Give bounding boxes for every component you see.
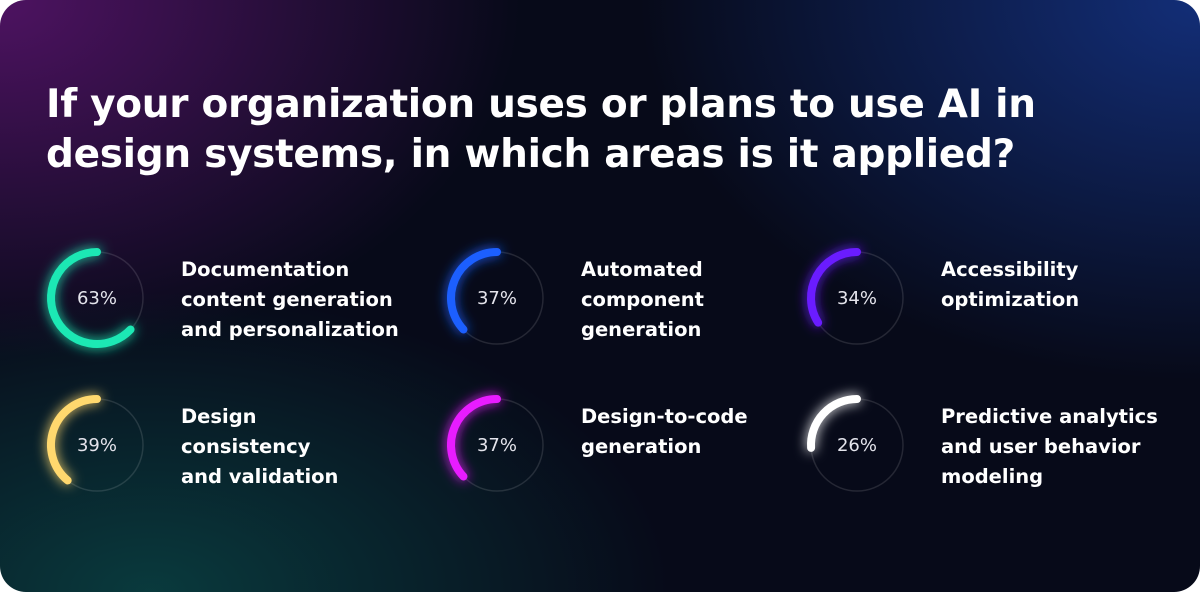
gauge-label: consistency	[181, 435, 311, 458]
gauge-label: Automated	[581, 258, 703, 281]
gauge-arc	[807, 395, 861, 452]
gauge-label: optimization	[941, 288, 1079, 311]
gauge-label: Design	[181, 405, 257, 428]
gauge-label: modeling	[941, 465, 1043, 488]
gauge-label: Documentation	[181, 258, 349, 281]
gauge-label: and user behavior	[941, 435, 1141, 458]
gauge-label: and validation	[181, 465, 338, 488]
gauge-value: 37%	[477, 435, 517, 456]
gauge-label: and personalization	[181, 318, 399, 341]
gauge-arc	[447, 248, 501, 334]
gauge-value: 34%	[837, 288, 877, 309]
gauge-label: content generation	[181, 288, 393, 311]
gauge-value: 37%	[477, 288, 517, 309]
gauge-arc	[447, 395, 501, 481]
gauge-value: 39%	[77, 435, 117, 456]
gauge-label: Design-to-code	[581, 405, 748, 428]
gauge-arc	[47, 248, 135, 348]
gauge-label: generation	[581, 435, 701, 458]
gauge-label: Accessibility	[941, 258, 1079, 281]
gauge-value: 26%	[837, 435, 877, 456]
gauge-label: Predictive analytics	[941, 405, 1158, 428]
gauge-label: component	[581, 288, 704, 311]
chart-title: If your organization uses or plans to us…	[46, 82, 1036, 177]
gauge-arc	[807, 248, 861, 327]
gauge-arc	[47, 395, 101, 485]
gauge-label: generation	[581, 318, 701, 341]
gauge-value: 63%	[77, 288, 117, 309]
